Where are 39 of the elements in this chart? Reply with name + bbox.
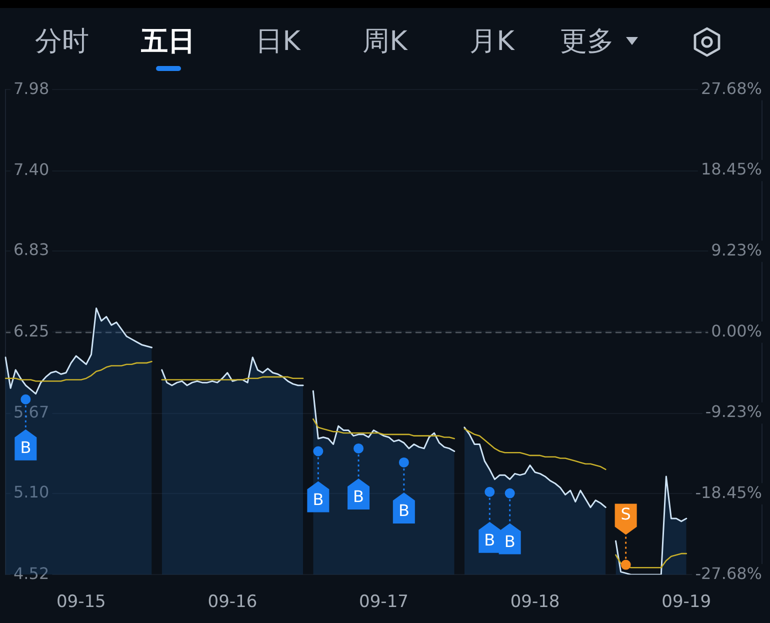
text: S: [620, 504, 631, 524]
y2-tick-label: 9.23%: [711, 240, 762, 260]
x-tick-label: 09-16: [208, 592, 258, 612]
point: [504, 488, 515, 498]
chart-title: 五日: [141, 26, 195, 58]
y-tick-label: 7.98: [14, 78, 50, 98]
text: B: [398, 501, 410, 520]
text: 更多: [560, 26, 614, 58]
y2-tick-label: -9.23%: [705, 402, 762, 422]
point: [484, 486, 495, 497]
text: 日K: [256, 26, 300, 58]
y2-tick-label: -27.68%: [695, 564, 762, 583]
point: [620, 560, 631, 570]
text: B: [504, 532, 516, 551]
y-tick-label: 6.83: [14, 240, 50, 259]
x-tick-label: 09-19: [662, 592, 712, 612]
y-tick-label: 5.67: [14, 402, 50, 422]
point: [398, 457, 409, 468]
x-tick-label: 09-17: [359, 592, 408, 612]
y2-tick-label: -18.45%: [695, 482, 762, 502]
x-tick-label: 09-18: [510, 592, 560, 612]
y2-tick-label: 27.68%: [700, 78, 762, 98]
text: 周K: [362, 26, 408, 58]
y-tick-label: 7.40: [14, 160, 50, 180]
text: B: [20, 438, 32, 458]
text: B: [484, 530, 496, 550]
text: B: [312, 490, 324, 509]
y2-tick-label: 0.00%: [711, 321, 762, 340]
y2-tick-label: 18.45%: [700, 160, 762, 179]
y-tick-label: 4.52: [14, 564, 50, 583]
point: [20, 394, 31, 404]
y-tick-label: 6.25: [14, 321, 50, 340]
legend-label: B: [353, 487, 364, 506]
y-tick-label: 5.10: [14, 482, 50, 502]
text: 月K: [470, 26, 514, 58]
x-tick-label: 09-15: [56, 592, 106, 612]
point: [354, 443, 364, 454]
point: [313, 446, 324, 456]
text: 分时: [35, 26, 89, 58]
